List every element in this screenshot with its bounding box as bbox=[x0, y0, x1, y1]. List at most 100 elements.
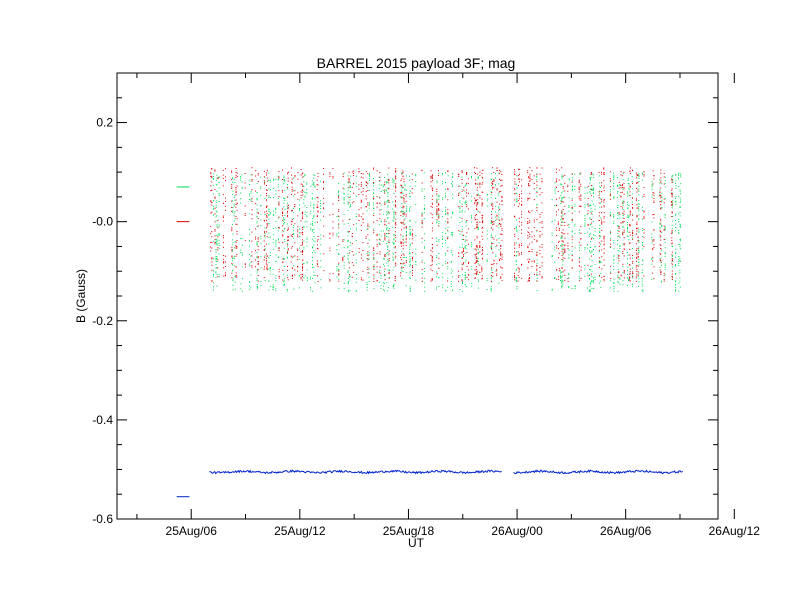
data-point bbox=[353, 183, 355, 185]
data-point bbox=[251, 214, 253, 216]
data-point bbox=[355, 240, 357, 242]
data-point bbox=[500, 276, 502, 278]
data-point bbox=[660, 248, 662, 250]
data-point bbox=[255, 266, 256, 268]
y-tick-label: -0.2 bbox=[92, 314, 113, 328]
data-point bbox=[465, 248, 467, 250]
data-point bbox=[496, 245, 498, 247]
data-point bbox=[561, 267, 563, 269]
data-point bbox=[671, 207, 673, 209]
data-point bbox=[235, 194, 237, 196]
data-point bbox=[519, 181, 520, 183]
data-point bbox=[303, 248, 305, 250]
data-point bbox=[499, 203, 501, 205]
data-point bbox=[600, 235, 602, 237]
data-point bbox=[415, 221, 417, 223]
data-point bbox=[651, 196, 653, 198]
data-point bbox=[672, 246, 673, 247]
data-point bbox=[471, 177, 472, 179]
data-point bbox=[491, 227, 493, 229]
data-point bbox=[580, 198, 582, 200]
data-point bbox=[329, 233, 331, 235]
data-point bbox=[380, 208, 382, 210]
data-point bbox=[620, 195, 622, 197]
data-point bbox=[297, 178, 299, 180]
data-point bbox=[628, 214, 630, 216]
data-point bbox=[266, 222, 268, 224]
data-point bbox=[216, 261, 218, 263]
data-point bbox=[518, 225, 520, 227]
data-point bbox=[482, 249, 483, 251]
data-point bbox=[561, 236, 563, 238]
data-point bbox=[481, 275, 483, 277]
data-point bbox=[476, 194, 478, 196]
data-point bbox=[231, 260, 233, 262]
data-point bbox=[367, 190, 369, 191]
data-point bbox=[617, 275, 619, 277]
data-point bbox=[256, 216, 258, 218]
data-point bbox=[638, 246, 640, 248]
data-point bbox=[638, 264, 640, 266]
data-point bbox=[501, 256, 503, 258]
data-point bbox=[663, 280, 665, 282]
data-point bbox=[516, 255, 518, 257]
data-point bbox=[486, 260, 488, 262]
data-point bbox=[250, 198, 252, 200]
data-point bbox=[332, 232, 334, 234]
data-point bbox=[536, 264, 538, 266]
data-point bbox=[393, 242, 395, 244]
data-point bbox=[558, 276, 560, 278]
data-point bbox=[275, 290, 277, 292]
data-point bbox=[290, 255, 292, 257]
data-point bbox=[477, 263, 479, 265]
data-point bbox=[232, 177, 233, 179]
data-point bbox=[452, 254, 454, 256]
data-point bbox=[442, 235, 444, 237]
data-point bbox=[638, 174, 640, 176]
data-point bbox=[642, 210, 643, 211]
data-point bbox=[264, 255, 266, 257]
data-point bbox=[387, 211, 389, 213]
data-point bbox=[603, 185, 605, 187]
data-point bbox=[492, 181, 494, 183]
data-point bbox=[675, 196, 677, 198]
data-point bbox=[430, 265, 432, 266]
data-point bbox=[216, 234, 218, 236]
data-point bbox=[316, 260, 318, 262]
data-point bbox=[536, 271, 538, 273]
data-point bbox=[554, 182, 556, 184]
data-point bbox=[347, 203, 349, 205]
data-point bbox=[609, 213, 611, 215]
data-point bbox=[424, 239, 425, 241]
data-point bbox=[562, 253, 564, 254]
data-point bbox=[392, 208, 394, 210]
data-point bbox=[476, 183, 478, 185]
data-point bbox=[660, 204, 662, 205]
data-point bbox=[599, 275, 601, 277]
data-point bbox=[235, 266, 237, 268]
data-point bbox=[409, 195, 411, 197]
data-point bbox=[376, 266, 378, 268]
data-point bbox=[514, 275, 515, 276]
data-point bbox=[661, 231, 663, 233]
data-point bbox=[514, 277, 515, 279]
data-point bbox=[561, 276, 563, 278]
data-point bbox=[235, 206, 237, 208]
data-point bbox=[306, 215, 308, 217]
data-point bbox=[477, 261, 479, 262]
data-point bbox=[675, 214, 677, 216]
data-point bbox=[284, 219, 286, 221]
data-point bbox=[304, 205, 306, 207]
data-point bbox=[302, 259, 304, 261]
data-point bbox=[620, 196, 622, 198]
data-point bbox=[306, 280, 308, 282]
data-point bbox=[342, 240, 344, 242]
data-point bbox=[471, 242, 473, 244]
data-point bbox=[518, 244, 520, 246]
data-point bbox=[277, 238, 279, 240]
data-point bbox=[627, 228, 628, 229]
data-point bbox=[323, 181, 324, 183]
data-point bbox=[373, 259, 375, 260]
data-point bbox=[402, 253, 404, 255]
data-point bbox=[347, 281, 349, 282]
